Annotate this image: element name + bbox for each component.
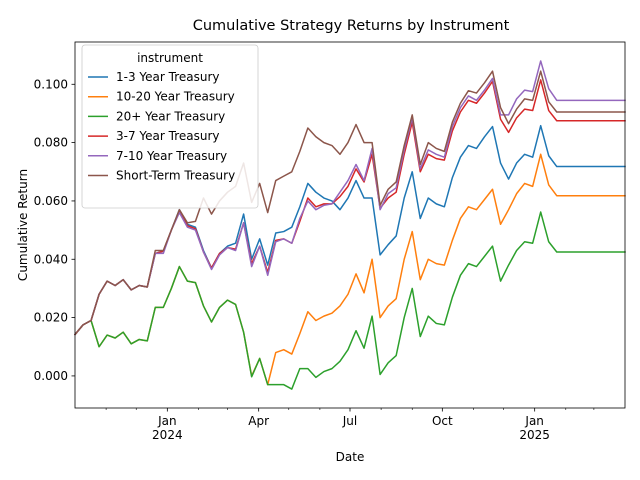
y-tick-label: 0.000 (34, 369, 68, 383)
y-tick-label: 0.060 (34, 194, 68, 208)
y-axis: 0.000 0.020 0.040 0.060 0.080 0.100 (34, 77, 75, 383)
x-tick-label: Jan (157, 414, 177, 428)
y-tick-label: 0.040 (34, 252, 68, 266)
y-tick-label: 0.100 (34, 77, 68, 91)
y-tick-label: 0.020 (34, 311, 68, 325)
series-layer (73, 60, 626, 390)
x-tick-year-label: 2024 (152, 428, 183, 442)
legend-box (81, 44, 259, 209)
legend: instrument 1-3 Year Treasury 10-20 Year T… (81, 44, 259, 209)
series-line-2 (73, 211, 626, 390)
x-tick-label: Oct (432, 414, 453, 428)
y-tick-label: 0.080 (34, 136, 68, 150)
chart-title: Cumulative Strategy Returns by Instrumen… (193, 18, 510, 34)
legend-label-1: 10-20 Year Treasury (116, 90, 235, 104)
legend-label-5: Short-Term Treasury (116, 169, 235, 183)
x-tick-year-label: 2025 (519, 428, 550, 442)
legend-label-0: 1-3 Year Treasury (116, 70, 220, 84)
legend-entries: 1-3 Year Treasury 10-20 Year Treasury 20+ … (88, 70, 235, 183)
x-tick-label: Jul (342, 414, 357, 428)
x-axis-title: Date (336, 450, 365, 464)
x-tick-label: Apr (248, 414, 269, 428)
series-line-5 (73, 70, 626, 336)
legend-label-2: 20+ Year Treasury (116, 109, 225, 123)
y-axis-title: Cumulative Return (16, 169, 30, 281)
legend-title: instrument (137, 51, 203, 65)
x-tick-label: Jan (524, 414, 544, 428)
legend-label-3: 3-7 Year Treasury (116, 129, 220, 143)
legend-label-4: 7-10 Year Treasury (116, 149, 227, 163)
